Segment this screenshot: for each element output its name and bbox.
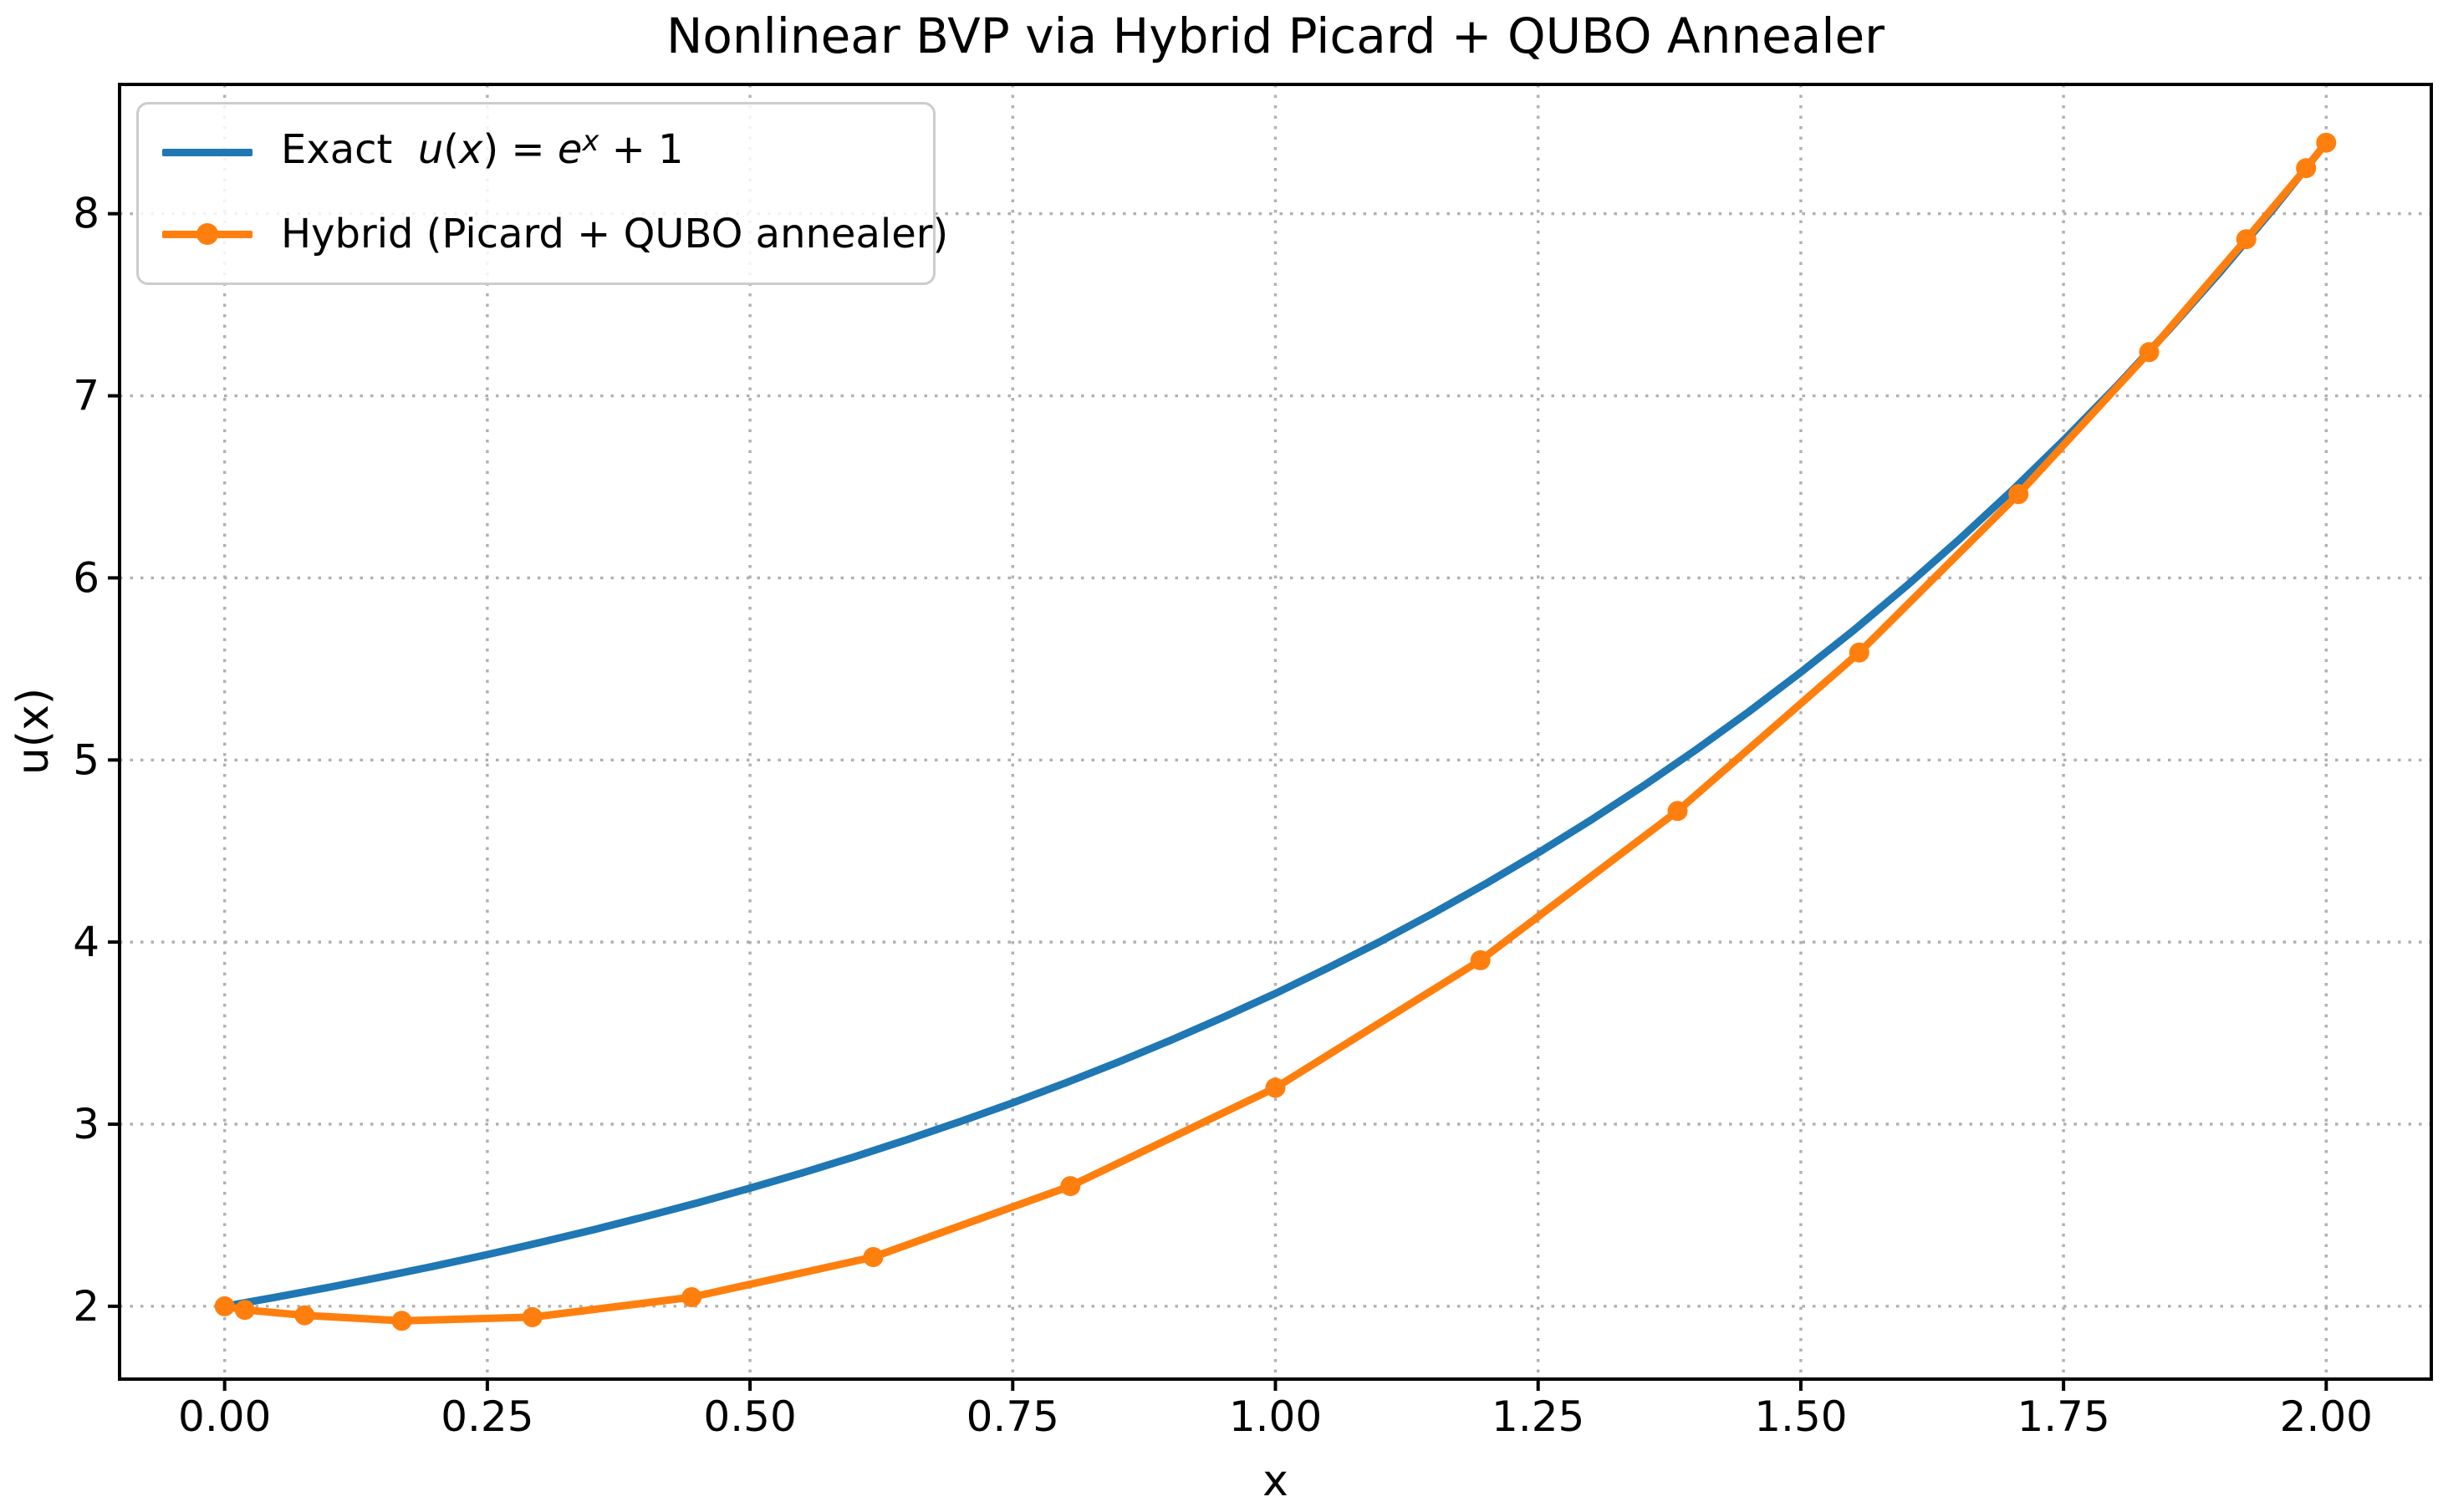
series-line-1 bbox=[221, 139, 2330, 1325]
y-tick-label: 5 bbox=[73, 736, 99, 784]
series-1-marker bbox=[1060, 1176, 1081, 1197]
y-tick-label: 6 bbox=[73, 553, 99, 602]
series-1-marker bbox=[1667, 801, 1688, 822]
series-1-marker bbox=[1470, 949, 1491, 970]
y-tick-label: 3 bbox=[73, 1100, 99, 1148]
series-1-marker bbox=[214, 1296, 235, 1316]
series-1-marker bbox=[2008, 484, 2029, 505]
legend-line-sample bbox=[162, 138, 252, 166]
series-1-marker bbox=[2236, 229, 2257, 250]
x-tick-label: 1.75 bbox=[2017, 1392, 2109, 1441]
x-tick-label: 1.25 bbox=[1492, 1392, 1584, 1441]
legend-label-segment: x bbox=[582, 124, 599, 157]
series-line-0 bbox=[221, 139, 2330, 1311]
series-1-marker bbox=[2296, 158, 2317, 179]
legend-item-label: Exact u(x) = ex + 1 bbox=[281, 124, 684, 177]
legend-item-0: Exact u(x) = ex + 1 bbox=[162, 124, 916, 177]
series-1-marker bbox=[294, 1305, 315, 1326]
legend-label-segment: Hybrid (Picard + QUBO annealer) bbox=[281, 211, 949, 257]
y-axis-label: u(x) bbox=[8, 687, 59, 776]
legend-label-segment: e bbox=[557, 126, 583, 173]
legend-label-segment: x bbox=[459, 126, 483, 173]
x-tick-label: 2.00 bbox=[2280, 1392, 2373, 1441]
series-1-marker bbox=[2139, 342, 2160, 363]
legend: Exact u(x) = ex + 1 Hybrid (Picard + QUBO… bbox=[136, 102, 948, 285]
series-1-marker bbox=[522, 1306, 543, 1327]
legend-label-segment: + 1 bbox=[599, 126, 684, 173]
series-1-marker bbox=[1849, 642, 1869, 663]
series-1-marker bbox=[2316, 132, 2337, 153]
series-1-marker bbox=[1265, 1077, 1286, 1098]
y-tick-label: 4 bbox=[73, 918, 99, 966]
legend-label-segment: ) = bbox=[482, 126, 558, 173]
y-tick-label: 7 bbox=[73, 372, 99, 420]
series-1-marker bbox=[863, 1247, 884, 1267]
x-tick-label: 0.50 bbox=[703, 1392, 796, 1441]
x-axis-label: x bbox=[1262, 1456, 1288, 1506]
series-1-marker bbox=[681, 1287, 702, 1307]
legend-sample-dot bbox=[196, 223, 218, 245]
chart-title: Nonlinear BVP via Hybrid Picard + QUBO A… bbox=[666, 8, 1885, 64]
x-tick-label: 1.50 bbox=[1754, 1392, 1847, 1441]
legend-label-segment: ( bbox=[443, 126, 460, 173]
x-tick-label: 0.00 bbox=[178, 1392, 271, 1441]
y-tick-label: 2 bbox=[73, 1282, 99, 1331]
legend-sample-line bbox=[162, 148, 252, 156]
y-tick-label: 8 bbox=[73, 190, 99, 238]
legend-item-1: Hybrid (Picard + QUBO annealer) bbox=[162, 211, 948, 257]
x-tick-label: 1.00 bbox=[1229, 1392, 1322, 1441]
legend-item-label: Hybrid (Picard + QUBO annealer) bbox=[281, 211, 948, 257]
series-1-marker bbox=[234, 1300, 255, 1321]
legend-label-segment: u bbox=[417, 126, 444, 173]
legend-line-marker-sample bbox=[162, 220, 252, 248]
legend-label-segment: Exact bbox=[281, 126, 418, 173]
series-1-marker bbox=[391, 1311, 412, 1331]
x-tick-label: 0.75 bbox=[966, 1392, 1059, 1441]
x-tick-label: 0.25 bbox=[441, 1392, 533, 1441]
